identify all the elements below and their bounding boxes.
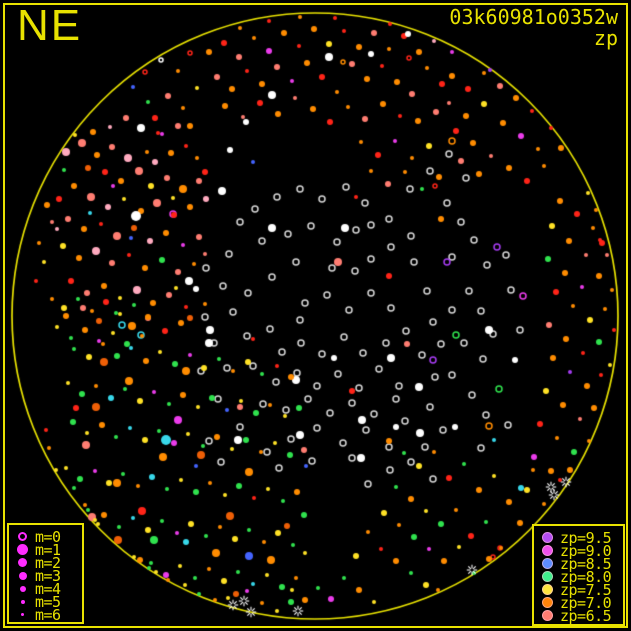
zeropoint-legend-label: zp=9.0	[560, 541, 612, 560]
magnitude-marker-icon	[17, 544, 28, 555]
zeropoint-legend-label: zp=8.0	[560, 567, 612, 586]
magnitude-legend-row: m=1	[16, 540, 82, 559]
plate-title: 03k60981o0352w	[449, 5, 618, 29]
magnitude-legend-row: m=2	[16, 553, 82, 572]
magnitude-legend-row: m=5	[16, 592, 82, 611]
zeropoint-marker-icon	[542, 532, 553, 543]
magnitude-legend-label: m=1	[35, 540, 61, 559]
magnitude-legend-label: m=2	[35, 553, 61, 572]
magnitude-legend-label: m=6	[35, 605, 61, 624]
magnitude-legend-label: m=0	[35, 527, 61, 546]
magnitude-marker-icon	[21, 613, 24, 616]
zp-subtitle: zp	[593, 26, 618, 50]
zeropoint-legend-row: zp=8.0	[541, 567, 623, 586]
zeropoint-legend-label: zp=8.5	[560, 554, 612, 573]
orientation-label: NE	[17, 1, 83, 50]
magnitude-marker-icon	[20, 599, 25, 604]
zeropoint-marker-icon	[542, 558, 553, 569]
zeropoint-marker-icon	[542, 610, 553, 621]
zeropoint-legend-label: zp=9.5	[560, 528, 612, 547]
zeropoint-legend-label: zp=7.5	[560, 580, 612, 599]
magnitude-legend-label: m=3	[35, 566, 61, 585]
magnitude-legend-row: m=4	[16, 579, 82, 598]
zeropoint-legend-row: zp=7.5	[541, 580, 623, 599]
zeropoint-legend-row: zp=7.0	[541, 593, 623, 612]
zeropoint-marker-icon	[542, 597, 553, 608]
zeropoint-marker-icon	[542, 584, 553, 595]
zeropoint-marker-icon	[542, 571, 553, 582]
magnitude-marker-icon	[19, 585, 26, 592]
zeropoint-legend-row: zp=8.5	[541, 554, 623, 573]
zeropoint-legend-rows: zp=9.5 zp=9.0 zp=8.5 zp=8.0 zp=7.5 zp=7.0 zp=6…	[541, 528, 623, 625]
zeropoint-marker-icon	[542, 545, 553, 556]
magnitude-legend-rows: m=0 m=1 m=2 m=3 m=4 m=5 m=6	[16, 527, 82, 624]
title-block: 03k60981o0352w zp	[449, 7, 618, 49]
magnitude-marker-icon	[18, 532, 27, 541]
zeropoint-legend-label: zp=7.0	[560, 593, 612, 612]
zeropoint-legend-row: zp=9.0	[541, 541, 623, 560]
magnitude-marker-icon	[18, 558, 27, 567]
zeropoint-legend: zp=9.5 zp=9.0 zp=8.5 zp=8.0 zp=7.5 zp=7.0 zp=6…	[532, 524, 625, 626]
zeropoint-legend-label: zp=6.5	[560, 606, 612, 625]
magnitude-legend: m=0 m=1 m=2 m=3 m=4 m=5 m=6	[7, 523, 84, 624]
magnitude-legend-row: m=3	[16, 566, 82, 585]
magnitude-legend-label: m=4	[35, 579, 61, 598]
magnitude-legend-row: m=6	[16, 605, 82, 624]
magnitude-marker-icon	[18, 571, 27, 580]
zeropoint-legend-row: zp=6.5	[541, 606, 623, 625]
zeropoint-legend-row: zp=9.5	[541, 528, 623, 547]
magnitude-legend-label: m=5	[35, 592, 61, 611]
magnitude-legend-row: m=0	[16, 527, 82, 546]
